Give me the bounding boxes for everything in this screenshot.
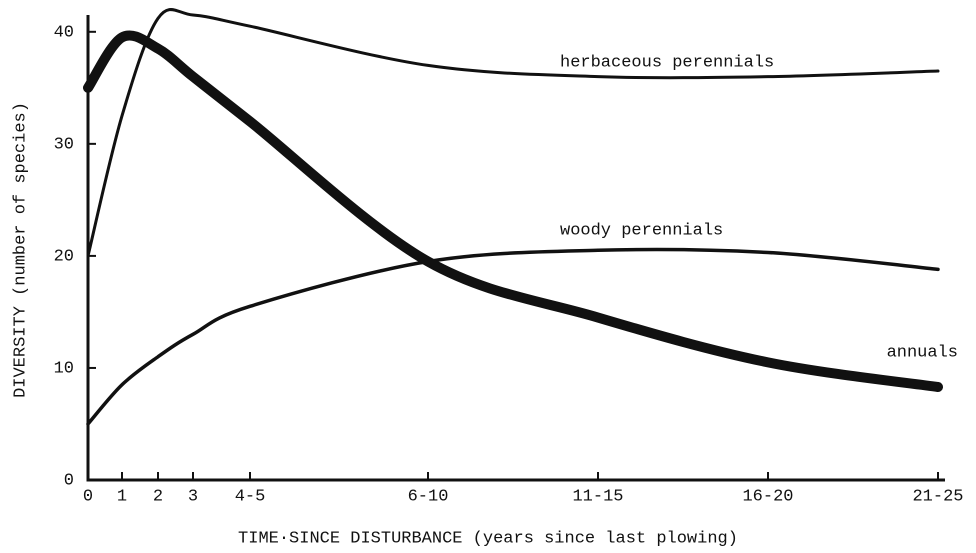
series-label: herbaceous perennials <box>560 53 774 72</box>
x-tick-label: 3 <box>188 487 198 506</box>
series-line <box>86 8 940 258</box>
x-tick-label: 16-20 <box>742 487 793 506</box>
x-tick-label: 21-25 <box>912 487 963 506</box>
y-axis-label: DIVERSITY (number of species) <box>11 102 30 398</box>
x-axis-label: TIME·SINCE DISTURBANCE (years since last… <box>238 529 738 548</box>
series-line <box>86 247 940 426</box>
x-tick-label: 0 <box>83 487 93 506</box>
y-tick-label: 30 <box>54 135 74 154</box>
x-tick-label: 11-15 <box>572 487 623 506</box>
axes <box>86 15 945 482</box>
x-tick-label: 2 <box>153 487 163 506</box>
series-line <box>83 30 943 392</box>
x-tick-label: 6-10 <box>408 487 449 506</box>
y-tick-label: 40 <box>54 23 74 42</box>
x-tick-label: 1 <box>117 487 127 506</box>
y-tick-label: 20 <box>54 247 74 266</box>
y-tick-label: 10 <box>54 359 74 378</box>
y-tick-label: 0 <box>64 471 74 490</box>
x-tick-label: 4-5 <box>235 487 266 506</box>
series-label: woody perennials <box>560 221 723 240</box>
series-label: annuals <box>887 343 958 362</box>
